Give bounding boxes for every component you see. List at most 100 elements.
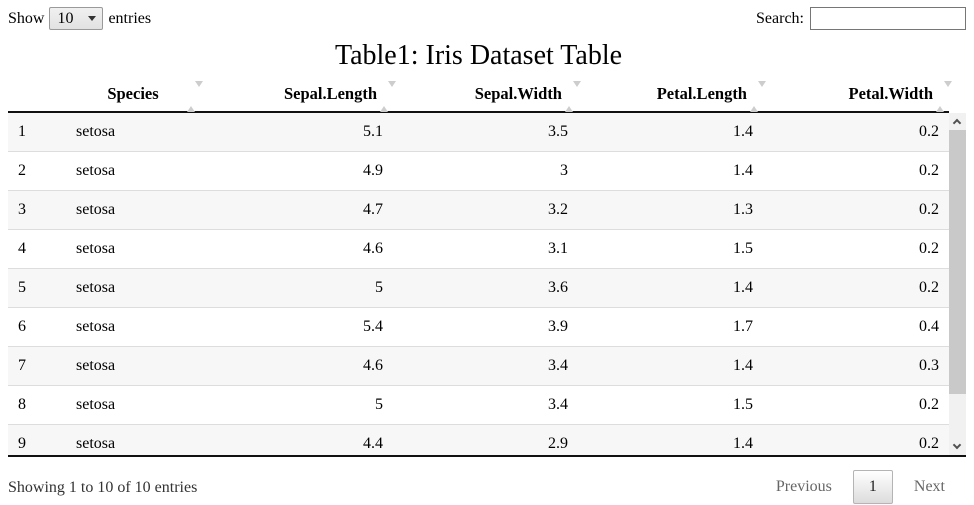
data-cell: 3.2 — [393, 190, 578, 230]
table-row: 5 setosa 5 3.6 1.4 0.2 — [8, 268, 949, 308]
previous-page-button[interactable]: Previous — [775, 478, 832, 495]
data-cell: 4.4 — [200, 424, 393, 455]
data-cell: 3.4 — [393, 385, 578, 425]
chevron-up-icon — [952, 118, 962, 128]
table-body-viewport[interactable]: 1 setosa 5.1 3.5 1.4 0.2 2 setosa 4.9 3 1.4 0.2 3 set… — [8, 113, 949, 455]
data-cell: 0.2 — [763, 424, 949, 455]
page-1-button[interactable]: 1 — [852, 470, 893, 504]
header-row: Species Sepal.Length Sepal.Width Petal.L… — [8, 79, 952, 113]
scroll-down-button[interactable] — [949, 438, 966, 455]
data-cell: 3.5 — [548, 123, 568, 140]
sort-icon — [750, 81, 766, 112]
data-cell: 0.2 — [919, 123, 939, 140]
column-label: Species — [107, 84, 159, 103]
data-cell: setosa — [66, 424, 200, 455]
data-cell: 1.4 — [733, 123, 753, 140]
page-length-control: Show 10 entries — [8, 7, 151, 30]
table-row: 2 setosa 4.9 3 1.4 0.2 — [8, 151, 949, 191]
table-scroll-area: 1 setosa 5.1 3.5 1.4 0.2 2 setosa 4.9 3 1.4 0.2 3 set… — [8, 113, 966, 457]
table-header: Species Sepal.Length Sepal.Width Petal.L… — [8, 79, 952, 113]
data-cell: 3.4 — [393, 346, 578, 386]
data-cell: setosa — [66, 190, 200, 230]
data-cell: 0.2 — [763, 229, 949, 269]
entries-label: entries — [108, 9, 152, 27]
data-cell: 1.4 — [578, 268, 763, 308]
data-cell: 4.9 — [200, 151, 393, 191]
data-cell: 1.4 — [578, 346, 763, 386]
table-row: 1 setosa 5.1 3.5 1.4 0.2 — [8, 113, 949, 152]
data-cell: setosa — [66, 307, 200, 347]
data-cell: 0.2 — [763, 151, 949, 191]
data-cell: 5.4 — [200, 307, 393, 347]
table-row: 3 setosa 4.7 3.2 1.3 0.2 — [8, 190, 949, 230]
table-body: 1 setosa 5.1 3.5 1.4 0.2 2 setosa 4.9 3 1.4 0.2 3 set… — [8, 113, 949, 455]
column-header-sepal-width[interactable]: Sepal.Width — [393, 79, 581, 113]
column-header-sepal-length[interactable]: Sepal.Length — [200, 79, 396, 113]
data-cell: 5 — [200, 385, 393, 425]
bottom-bar: Showing 1 to 10 of 10 entries Previous 1… — [8, 469, 966, 505]
column-label: Petal.Width — [848, 84, 934, 103]
data-cell: 1.4 — [578, 151, 763, 191]
row-number-cell: 2 — [8, 151, 66, 191]
row-number-cell: 8 — [8, 385, 66, 425]
row-number-cell: 7 — [8, 346, 66, 386]
data-cell: 1.5 — [578, 385, 763, 425]
next-page-button[interactable]: Next — [913, 478, 945, 495]
data-cell: 3.6 — [393, 268, 578, 308]
sort-icon — [565, 81, 581, 112]
row-number-cell: 1 — [18, 123, 26, 140]
data-cell: setosa — [66, 268, 200, 308]
sort-icon — [187, 81, 203, 112]
column-header-species[interactable]: Species — [66, 79, 203, 113]
data-cell: 1.4 — [578, 424, 763, 455]
data-cell: 5.1 — [363, 123, 383, 140]
search-input[interactable] — [810, 7, 966, 30]
sort-icon — [936, 81, 952, 112]
data-cell: 4.6 — [200, 346, 393, 386]
row-number-cell: 4 — [8, 229, 66, 269]
table-row: 7 setosa 4.6 3.4 1.4 0.3 — [8, 346, 949, 386]
column-label: Petal.Length — [656, 84, 747, 103]
table-row: 9 setosa 4.4 2.9 1.4 0.2 — [8, 424, 949, 455]
row-number-cell: 9 — [8, 424, 66, 455]
data-cell: 1.5 — [578, 229, 763, 269]
data-table: 1 setosa 5.1 3.5 1.4 0.2 2 setosa 4.9 3 1.4 0.2 3 set… — [8, 113, 949, 455]
show-label: Show — [8, 9, 45, 27]
column-header-petal-width[interactable]: Petal.Width — [763, 79, 952, 113]
data-cell: 1.3 — [578, 190, 763, 230]
table-row: 8 setosa 5 3.4 1.5 0.2 — [8, 385, 949, 425]
column-header-petal-length[interactable]: Petal.Length — [578, 79, 766, 113]
pagination: Previous 1 Next — [763, 469, 966, 505]
data-cell: 0.4 — [763, 307, 949, 347]
table-caption: Table1: Iris Dataset Table — [334, 40, 623, 71]
table-row: 6 setosa 5.4 3.9 1.7 0.4 — [8, 307, 949, 347]
page-length-value: 10 — [57, 9, 74, 27]
data-cell: setosa — [66, 229, 200, 269]
scrollbar-track[interactable] — [949, 130, 966, 438]
data-cell: 0.2 — [763, 190, 949, 230]
table-info: Showing 1 to 10 of 10 entries — [8, 479, 198, 496]
data-cell: 4.7 — [200, 190, 393, 230]
data-cell: 2.9 — [393, 424, 578, 455]
page-length-select[interactable]: 10 — [49, 7, 104, 30]
row-number-cell: 3 — [8, 190, 66, 230]
data-cell: 3 — [393, 151, 578, 191]
data-cell: setosa — [66, 346, 200, 386]
column-label: Sepal.Width — [474, 84, 562, 103]
vertical-scrollbar[interactable] — [949, 113, 966, 455]
column-header-rownames[interactable] — [8, 79, 66, 113]
data-cell: 4.6 — [200, 229, 393, 269]
data-cell: 1.7 — [578, 307, 763, 347]
data-cell: 3.9 — [393, 307, 578, 347]
top-controls: Show 10 entries Search: — [8, 7, 966, 33]
scrollbar-thumb[interactable] — [949, 130, 966, 394]
data-cell: 0.2 — [763, 268, 949, 308]
search-label: Search: — [756, 9, 804, 27]
scroll-up-button[interactable] — [949, 113, 966, 130]
data-cell: 5 — [200, 268, 393, 308]
chevron-down-icon — [952, 440, 962, 450]
search-control: Search: — [756, 7, 966, 30]
data-cell: 3.1 — [393, 229, 578, 269]
chevron-down-icon — [88, 16, 97, 21]
